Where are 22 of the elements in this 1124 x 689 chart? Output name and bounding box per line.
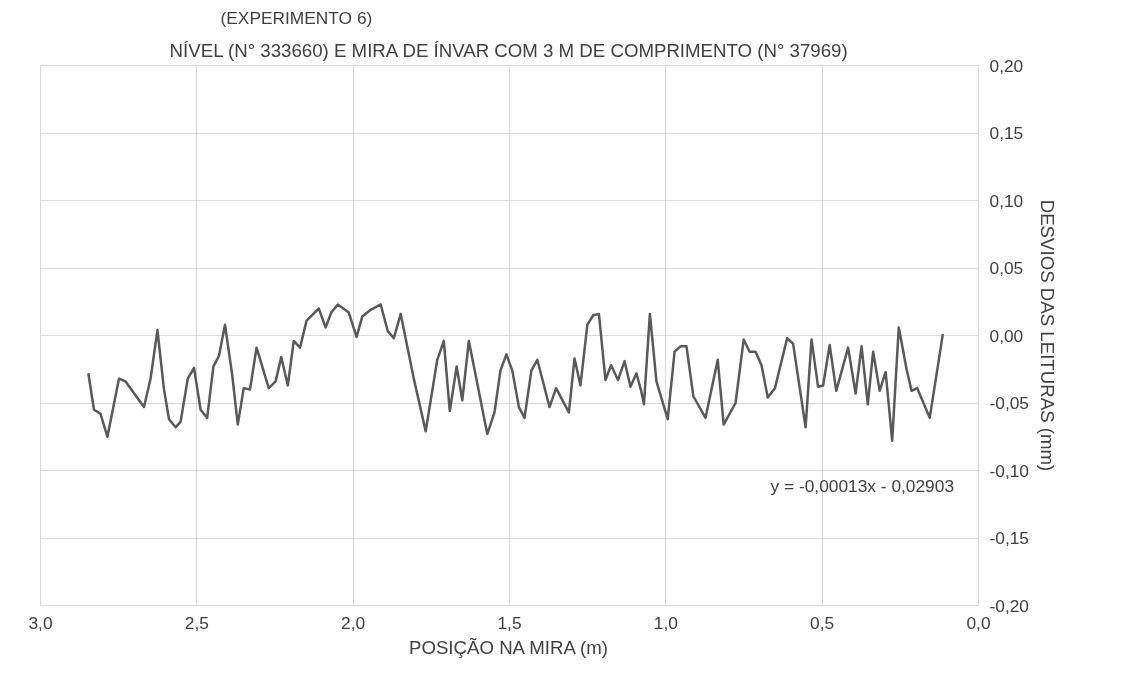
x-tick-label: 0,0 [966,612,991,633]
y-tick-label: 0,20 [989,55,1024,76]
x-tick-label: 1,5 [497,612,522,633]
x-tick-label: 0,5 [810,612,835,633]
x-tick-label: 1,0 [653,612,678,633]
y-tick-label: 0,15 [989,123,1024,143]
x-axis-title: POSIÇÃO NA MIRA (m) [408,636,608,658]
line-series [87,303,945,443]
y-tick-label: -0,15 [989,528,1029,548]
y-axis-title: DESVIOS DAS LEITURAS (mm) [1037,199,1058,472]
y-tick-label: -0,05 [989,393,1029,413]
chart-title: NÍVEL (N° 333660) E MIRA DE ÍNVAR COM 3 M DE COMPRIMENTO (N° 37969) [169,39,848,61]
y-tick-label: 0,00 [989,325,1024,346]
y-tick-label: -0,10 [989,460,1029,481]
y-tick-label: 0,05 [989,258,1024,278]
y-tick-label: -0,20 [989,595,1029,616]
text: (EXPERIMENTO 6) [220,7,373,28]
x-tick-label: 2,5 [184,612,209,633]
x-tick-label: 2,0 [341,612,366,633]
x-tick-label: 3,0 [28,612,53,633]
y-tick-label: 0,10 [989,190,1024,211]
annotation: y = -0,00013x - 0,02903 [770,475,955,496]
